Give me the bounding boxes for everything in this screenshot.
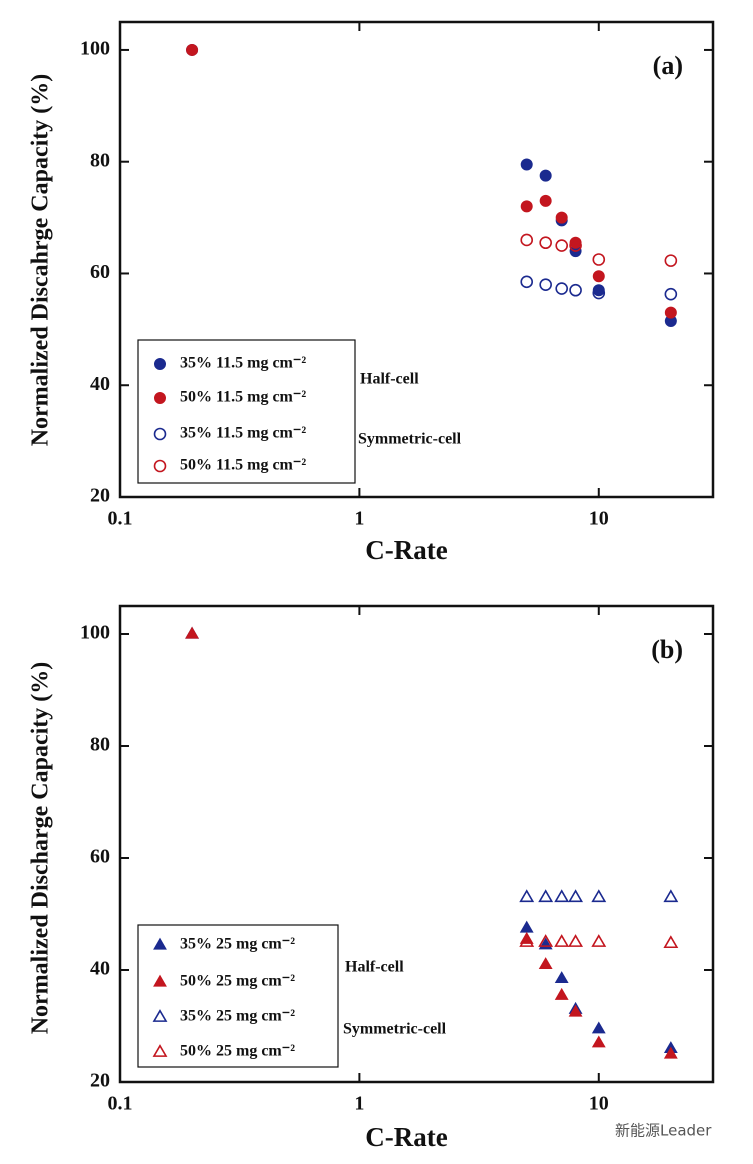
data-point	[591, 889, 607, 903]
data-point	[554, 934, 570, 947]
legend-marker	[152, 1009, 168, 1022]
data-point	[555, 239, 568, 252]
data-point	[592, 253, 606, 266]
legend-label: 50% 11.5 mg cm⁻²	[180, 457, 306, 474]
annotation: Symmetric-cell	[343, 1021, 447, 1038]
y-tick-label: 20	[90, 485, 110, 507]
data-point	[539, 236, 552, 250]
y-tick-label: 60	[90, 261, 110, 283]
data-point	[592, 270, 605, 283]
data-point	[664, 306, 677, 319]
data-point	[539, 169, 552, 182]
data-point	[554, 971, 569, 984]
data-point	[555, 211, 568, 224]
data-point	[538, 889, 554, 903]
data-point	[519, 920, 534, 933]
data-point	[663, 935, 679, 949]
data-point	[554, 987, 569, 1000]
data-point	[591, 934, 607, 947]
data-point	[519, 934, 535, 947]
data-point	[591, 1021, 606, 1034]
y-tick-label: 40	[90, 373, 110, 395]
panel-label: (b)	[651, 635, 683, 664]
data-point	[592, 286, 606, 300]
x-tick-label: 0.1	[108, 1093, 133, 1115]
data-point	[663, 1046, 678, 1059]
data-point	[664, 287, 678, 301]
data-point	[663, 889, 679, 903]
legend-label: 50% 25 mg cm⁻²	[180, 973, 295, 990]
legend-label: 35% 11.5 mg cm⁻²	[180, 355, 306, 372]
x-tick-label: 10	[589, 1093, 609, 1115]
annotation: Half-cell	[345, 959, 404, 976]
legend-box	[137, 924, 339, 1068]
data-point	[538, 957, 553, 970]
y-tick-label: 80	[90, 149, 110, 171]
legend-marker	[154, 358, 166, 370]
annotation: Symmetric-cell	[358, 431, 462, 448]
legend-box	[137, 339, 356, 484]
x-tick-label: 1	[354, 508, 364, 530]
plot-frame	[118, 604, 715, 1084]
y-axis-label: Normalized Discharge Capacity (%)	[28, 662, 54, 1035]
y-tick-label: 40	[90, 958, 110, 980]
data-point	[520, 158, 533, 171]
data-point	[185, 626, 199, 639]
plot-frame	[118, 20, 715, 499]
legend-label: 35% 25 mg cm⁻²	[180, 1008, 295, 1025]
x-tick-label: 0.1	[108, 508, 133, 530]
legend-label: 50% 25 mg cm⁻²	[180, 1043, 295, 1060]
data-point	[520, 200, 533, 213]
data-point	[554, 889, 570, 903]
x-tick-label: 10	[589, 508, 609, 530]
legend-marker	[152, 1044, 168, 1057]
y-axis-label: Normalized Discahrge Capacity (%)	[28, 74, 54, 447]
data-point	[568, 889, 584, 903]
data-point	[555, 282, 568, 295]
x-axis-label: C-Rate	[365, 535, 447, 565]
legend-label: 50% 11.5 mg cm⁻²	[180, 389, 306, 406]
legend-marker	[153, 937, 167, 950]
y-tick-label: 60	[90, 846, 110, 868]
y-tick-label: 80	[90, 734, 110, 756]
legend-marker	[153, 427, 167, 441]
data-point	[519, 889, 535, 903]
annotation: Half-cell	[360, 371, 419, 388]
legend-label: 35% 25 mg cm⁻²	[180, 936, 295, 953]
data-point	[568, 1004, 583, 1017]
panel-label: (a)	[653, 51, 683, 80]
data-point	[569, 283, 582, 297]
watermark: 新能源Leader	[615, 1122, 712, 1140]
y-tick-label: 20	[90, 1070, 110, 1092]
legend-marker	[153, 459, 167, 473]
data-point	[520, 275, 534, 289]
data-point	[591, 1035, 606, 1048]
legend-marker	[153, 974, 167, 987]
data-point	[568, 934, 584, 947]
data-point	[538, 934, 554, 947]
legend-label: 35% 11.5 mg cm⁻²	[180, 425, 306, 442]
legend-marker	[154, 392, 166, 404]
x-axis-label: C-Rate	[365, 1122, 447, 1152]
data-point	[539, 278, 552, 291]
data-point	[569, 239, 582, 252]
data-point	[664, 254, 678, 267]
data-point	[520, 233, 534, 247]
y-tick-label: 100	[80, 38, 110, 60]
data-point	[539, 194, 552, 207]
data-point	[186, 43, 199, 56]
x-tick-label: 1	[354, 1093, 364, 1115]
y-tick-label: 100	[80, 622, 110, 644]
